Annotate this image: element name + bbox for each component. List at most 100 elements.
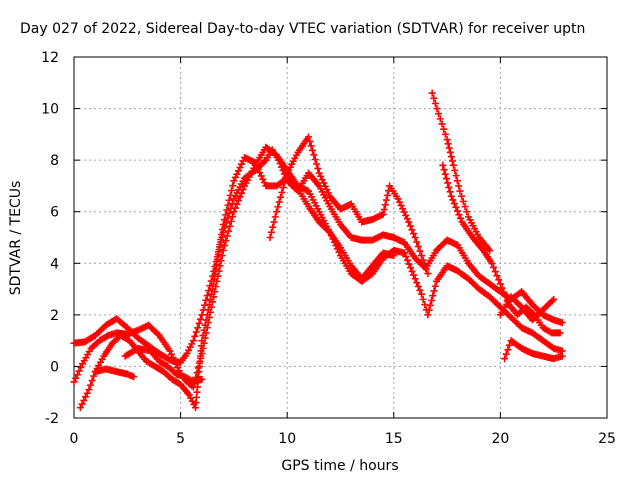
data-point: [431, 282, 439, 290]
data-point: [447, 192, 455, 200]
data-point: [198, 337, 206, 345]
y-tick-label: 8: [50, 153, 59, 169]
data-point: [209, 280, 217, 288]
data-point: [82, 393, 90, 401]
y-tick-label: 12: [41, 50, 59, 66]
data-point: [558, 319, 566, 327]
data-point: [218, 226, 226, 234]
data-point: [194, 324, 202, 332]
data-point: [271, 213, 279, 221]
data-point: [396, 198, 404, 206]
data-point: [260, 158, 268, 166]
data-point: [213, 260, 221, 268]
data-point: [390, 252, 398, 260]
data-point: [414, 243, 422, 251]
data-point: [202, 316, 210, 324]
data-point: [310, 151, 318, 159]
data-point: [219, 246, 227, 254]
data-point: [455, 182, 463, 190]
data-point: [228, 187, 236, 195]
data-point: [421, 261, 429, 269]
data-point: [221, 242, 229, 250]
data-point: [488, 259, 496, 267]
data-point: [274, 203, 282, 211]
data-point: [217, 235, 225, 243]
data-point: [400, 249, 408, 257]
data-point: [463, 208, 471, 216]
data-point: [426, 301, 434, 309]
data-point: [278, 188, 286, 196]
x-tick-label: 10: [278, 431, 296, 447]
data-point: [418, 290, 426, 298]
data-point: [238, 160, 246, 168]
data-point: [452, 172, 460, 180]
data-point: [223, 206, 231, 214]
data-point: [459, 197, 467, 205]
data-point: [381, 201, 389, 209]
data-point: [410, 230, 418, 238]
data-point: [429, 292, 437, 300]
data-point: [548, 297, 556, 305]
x-tick-label: 20: [491, 431, 509, 447]
data-point: [201, 321, 209, 329]
data-point: [444, 179, 452, 187]
data-point: [486, 246, 494, 254]
data-point: [233, 200, 241, 208]
data-point: [85, 386, 93, 394]
data-point: [314, 165, 322, 173]
series-track-10: [496, 293, 558, 324]
data-point: [269, 223, 277, 231]
data-point: [266, 234, 274, 241]
data-point: [439, 161, 447, 169]
data-point: [87, 381, 95, 389]
data-point: [211, 270, 219, 278]
data-point: [491, 268, 499, 276]
data-point: [72, 374, 80, 382]
data-point: [222, 211, 230, 219]
data-point: [198, 375, 206, 383]
x-tick-label: 0: [70, 431, 79, 447]
data-point: [251, 159, 259, 167]
data-point: [239, 186, 247, 194]
x-tick-label: 25: [598, 431, 616, 447]
data-point: [425, 306, 433, 314]
data-point: [222, 237, 230, 245]
data-point: [440, 166, 448, 174]
data-point: [203, 292, 211, 300]
data-point: [407, 264, 415, 272]
data-point: [225, 227, 233, 235]
data-point: [206, 295, 214, 303]
data-point: [231, 204, 239, 212]
x-tick-label: 15: [385, 431, 403, 447]
data-point: [410, 271, 418, 279]
data-point: [500, 288, 508, 296]
data-point: [416, 286, 424, 294]
data-point: [413, 279, 421, 287]
data-point: [78, 400, 86, 408]
data-point: [441, 170, 449, 178]
data-point: [172, 360, 180, 368]
data-point: [402, 211, 410, 219]
data-point: [70, 378, 78, 386]
data-point: [419, 256, 427, 264]
data-series: [70, 89, 566, 412]
data-point: [428, 296, 436, 304]
data-point: [408, 226, 416, 234]
data-point: [456, 187, 464, 195]
y-axis-label: SDTVAR / TECUs: [8, 181, 24, 296]
data-point: [317, 172, 325, 180]
data-point: [210, 275, 218, 283]
data-point: [230, 208, 238, 216]
series-track-2: [70, 143, 566, 391]
data-point: [495, 276, 503, 284]
data-point: [214, 255, 221, 263]
data-point: [445, 183, 453, 191]
data-point: [205, 301, 213, 309]
data-point: [414, 282, 422, 290]
data-point: [556, 329, 564, 337]
data-point: [502, 350, 510, 358]
data-point: [413, 238, 421, 246]
data-point: [218, 231, 226, 239]
data-point: [281, 179, 289, 187]
